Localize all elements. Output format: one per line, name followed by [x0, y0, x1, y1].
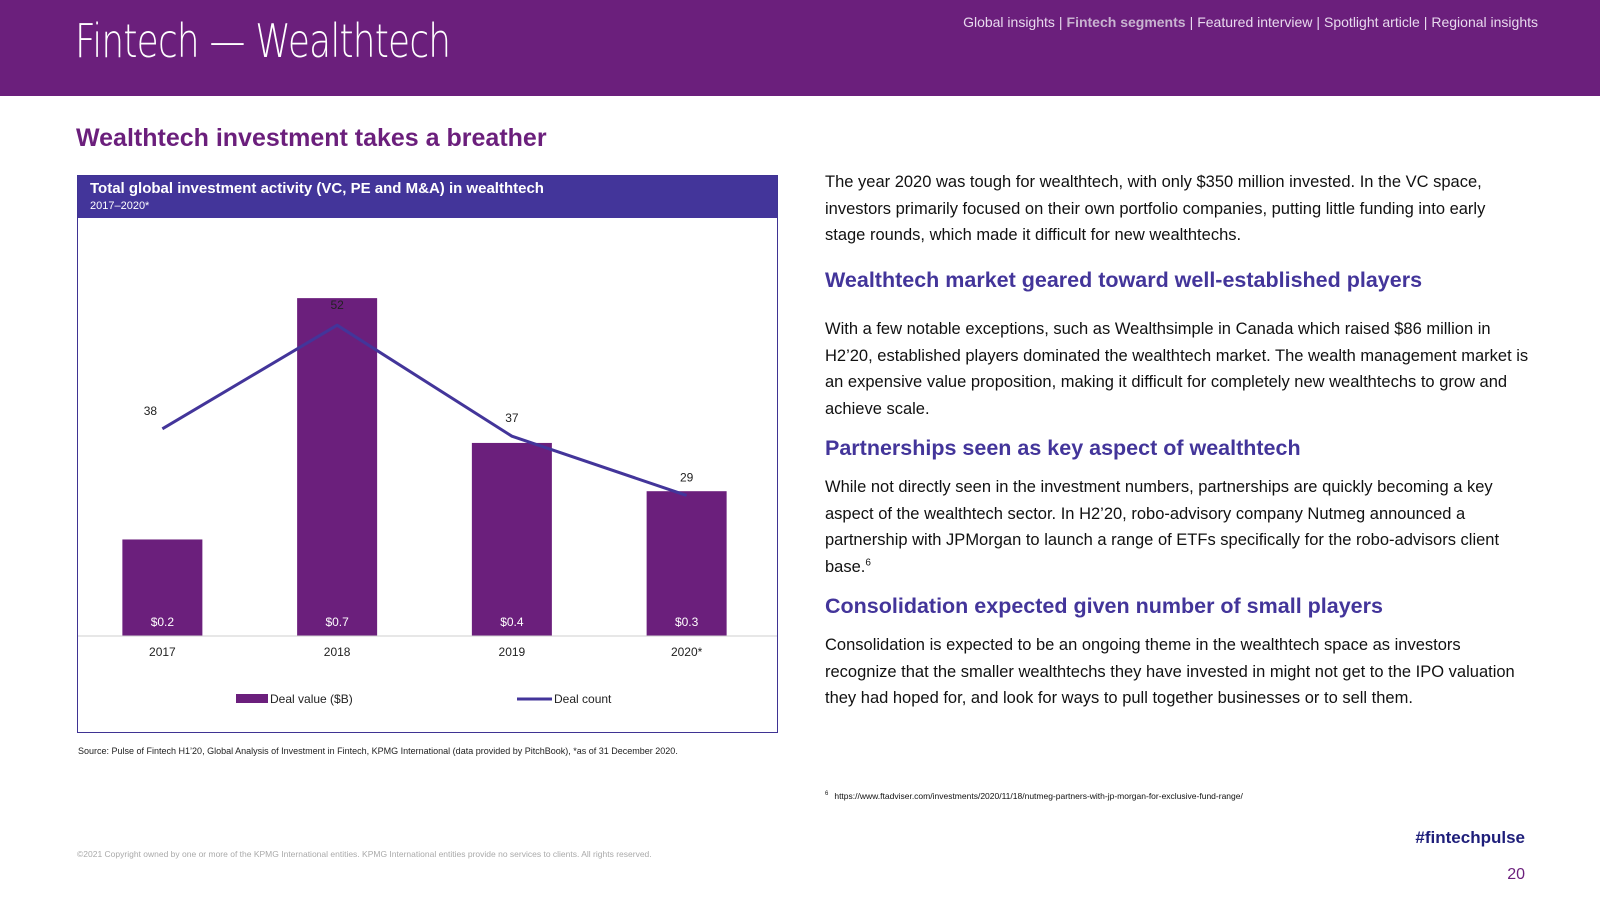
footnote: 6 https://www.ftadviser.com/investments/2… [825, 791, 1243, 801]
hashtag[interactable]: #fintechpulse [1415, 828, 1525, 847]
legend-swatch-deal-value [236, 694, 268, 703]
line-value-label: 37 [505, 411, 519, 425]
line-value-label: 29 [680, 470, 694, 484]
x-tick-label: 2020* [671, 645, 703, 659]
top-nav: Global insights | Fintech segments | Feature… [963, 14, 1538, 30]
nav-link-global-insights[interactable]: Global insights [963, 14, 1055, 30]
bar-2018 [297, 298, 378, 636]
section-title: Wealthtech investment takes a breather [76, 124, 547, 152]
nav-separator: | [1189, 14, 1194, 30]
nav-separator: | [1058, 14, 1063, 30]
chart-title: Total global investment activity (VC, PE… [90, 180, 544, 197]
heading-established-players: Wealthtech market geared toward well-est… [825, 268, 1423, 292]
paragraph-consolidation: Consolidation is expected to be an ongoi… [825, 636, 1515, 707]
nav-link-fintech-segments[interactable]: Fintech segments [1066, 14, 1186, 30]
paragraph-partnerships: While not directly seen in the investmen… [825, 474, 1530, 580]
nav-separator: | [1316, 14, 1321, 30]
paragraph-established-players: With a few notable exceptions, such as W… [825, 320, 1529, 418]
nav-link-regional-insights[interactable]: Regional insights [1431, 14, 1538, 30]
bar-value-label: $0.3 [675, 615, 699, 629]
intro-paragraph: The year 2020 was tough for wealthtech, … [825, 173, 1486, 244]
footnote-ref: 6 [865, 557, 871, 568]
footnote-link[interactable]: https://www.ftadviser.com/investments/20… [834, 791, 1243, 801]
bar-value-label: $0.2 [151, 615, 175, 629]
bar-2019 [471, 442, 552, 636]
legend-label-deal-count: Deal count [554, 692, 612, 706]
chart-panel: Total global investment activity (VC, PE… [77, 175, 778, 733]
footnote-number: 6 [825, 791, 829, 797]
x-tick-label: 2017 [149, 645, 176, 659]
bar-2017 [122, 539, 203, 636]
page-number: 20 [1507, 866, 1525, 883]
bar-value-label: $0.4 [500, 615, 524, 629]
line-value-label: 38 [144, 404, 158, 418]
copyright-notice: ©2021 Copyright owned by one or more of … [77, 849, 652, 859]
chart-subtitle: 2017–2020* [90, 200, 150, 212]
investment-chart: $0.2 $0.7 $0.4 $0.3 2017 2018 2019 2020* 38 52 37 2… [78, 298, 777, 706]
deal-count-line [161, 323, 688, 497]
x-tick-label: 2019 [499, 645, 526, 659]
page-header: Fintech — Wealthtech Global insights | Fin… [0, 0, 1600, 96]
x-tick-label: 2018 [324, 645, 351, 659]
nav-link-spotlight-article[interactable]: Spotlight article [1324, 14, 1420, 30]
heading-partnerships: Partnerships seen as key aspect of wealt… [825, 436, 1301, 460]
nav-link-featured-interview[interactable]: Featured interview [1197, 14, 1313, 30]
source-note: Source: Pulse of Fintech H1’20, Global A… [78, 746, 678, 756]
paragraph-partnerships-text: While not directly seen in the investmen… [825, 478, 1500, 576]
nav-separator: | [1423, 14, 1428, 30]
page-title: Fintech — Wealthtech [75, 14, 451, 68]
chart-header: Total global investment activity (VC, PE… [78, 176, 777, 218]
bar-value-label: $0.7 [325, 615, 349, 629]
bar-2020 [646, 491, 727, 636]
legend-label-deal-value: Deal value ($B) [270, 692, 353, 706]
line-value-label: 52 [330, 298, 344, 312]
heading-consolidation: Consolidation expected given number of s… [825, 594, 1383, 618]
